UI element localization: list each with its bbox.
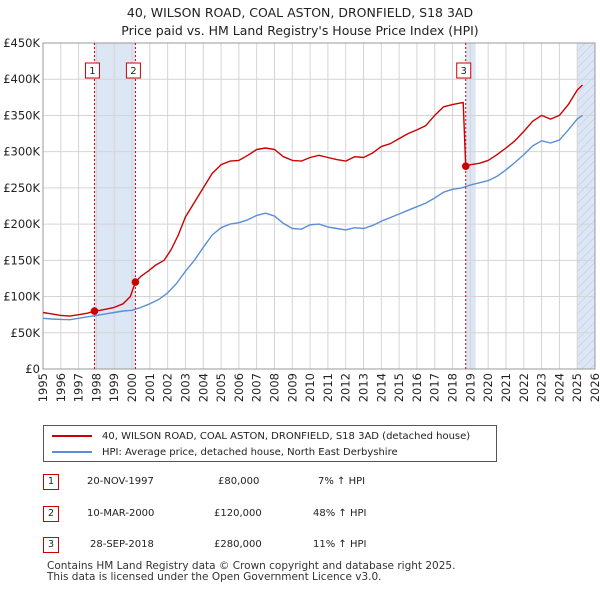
legend-property-label: 40, WILSON ROAD, COAL ASTON, DRONFIELD, … — [102, 430, 471, 442]
x-tick-label: 2000 — [125, 373, 139, 402]
legend-property: 40, WILSON ROAD, COAL ASTON, DRONFIELD, … — [52, 429, 470, 443]
x-tick-label: 2017 — [428, 373, 442, 402]
x-tick-label: 2025 — [570, 373, 584, 402]
x-tick-label: 2022 — [517, 373, 531, 402]
x-tick-label: 2005 — [214, 373, 228, 402]
x-tick-label: 2024 — [552, 373, 566, 402]
transaction-hpi: 7% ↑ HPI — [318, 476, 366, 487]
chart-title: 40, WILSON ROAD, COAL ASTON, DRONFIELD, … — [126, 5, 474, 20]
transaction-label: 2 — [130, 66, 136, 77]
transaction-label-box — [84, 62, 100, 79]
transaction-hpi: 11% ↑ HPI — [313, 539, 367, 550]
y-tick-label: £150K — [3, 253, 40, 267]
table-row: 1 20-NOV-1997 £80,000 7% ↑ HPI — [43, 474, 563, 490]
chart-legend: 40, WILSON ROAD, COAL ASTON, DRONFIELD, … — [43, 425, 497, 462]
footer: Contains HM Land Registry data © Crown c… — [47, 561, 455, 583]
footer-licence: This data is licensed under the Open Gov… — [47, 571, 382, 583]
transaction-point — [461, 162, 470, 170]
chart-subtitle: Price paid vs. HM Land Registry's House … — [121, 23, 479, 38]
transaction-label: 3 — [461, 66, 467, 77]
x-tick-label: 2009 — [285, 373, 299, 402]
transaction-number: 2 — [43, 506, 59, 522]
transaction-label-box — [456, 62, 472, 79]
x-tick-label: 2013 — [357, 373, 371, 402]
y-tick-label: £200K — [3, 217, 40, 231]
x-tick-label: 2007 — [250, 373, 264, 402]
transaction-hpi: 48% ↑ HPI — [313, 508, 367, 519]
shaded-period — [94, 43, 136, 369]
y-tick-label: £450K — [3, 36, 40, 50]
x-tick-label: 1997 — [72, 373, 86, 402]
x-tick-label: 2004 — [196, 373, 210, 402]
legend-hpi: HPI: Average price, detached house, Nort… — [52, 445, 398, 459]
transaction-number: 3 — [43, 537, 59, 553]
x-tick-label: 2011 — [321, 373, 335, 402]
x-tick-label: 2008 — [267, 373, 281, 402]
x-tick-label: 2006 — [232, 373, 246, 402]
hpi-series-line — [42, 114, 583, 321]
footer-copyright: Contains HM Land Registry data © Crown c… — [47, 560, 456, 572]
x-tick-label: 1999 — [107, 373, 121, 402]
transaction-number: 1 — [43, 474, 59, 490]
y-tick-label: £400K — [3, 72, 40, 86]
y-tick-label: £300K — [3, 145, 40, 159]
x-tick-label: 1996 — [54, 373, 68, 402]
x-tick-label: 1998 — [89, 373, 103, 402]
forecast-hatch — [577, 43, 595, 369]
x-tick-label: 2003 — [178, 373, 192, 402]
y-tick-label: £100K — [3, 290, 40, 304]
x-tick-label: 2020 — [481, 373, 495, 402]
transaction-date: 20-NOV-1997 — [87, 476, 154, 487]
transaction-date: 28-SEP-2018 — [90, 539, 154, 550]
x-tick-label: 2002 — [161, 373, 175, 402]
transaction-label-box — [125, 62, 141, 79]
x-tick-label: 2010 — [303, 373, 317, 402]
x-tick-label: 2012 — [339, 373, 353, 402]
x-tick-label: 2018 — [446, 373, 460, 402]
transaction-point — [90, 307, 99, 315]
price-chart: £0 £50K £100K £150K £200K £250K £300K £350K £400… — [3, 36, 600, 402]
transaction-label: 1 — [89, 66, 95, 77]
legend-hpi-label: HPI: Average price, detached house, Nort… — [102, 446, 398, 458]
property-series-line — [42, 84, 583, 317]
y-tick-label: £50K — [11, 326, 41, 340]
x-tick-label: 2001 — [143, 373, 157, 402]
y-tick-label: £250K — [3, 181, 40, 195]
table-row: 3 28-SEP-2018 £280,000 11% ↑ HPI — [43, 537, 563, 553]
transaction-price: £80,000 — [218, 476, 260, 487]
x-tick-label: 2014 — [374, 373, 388, 402]
legend-hpi-swatch — [52, 451, 92, 453]
y-tick-label: £0 — [25, 362, 40, 376]
legend-property-swatch — [52, 435, 92, 437]
transaction-price: £120,000 — [214, 508, 262, 519]
transaction-point — [131, 278, 140, 286]
x-tick-label: 2015 — [392, 373, 406, 402]
table-row: 2 10-MAR-2000 £120,000 48% ↑ HPI — [43, 506, 563, 522]
transaction-price: £280,000 — [214, 539, 262, 550]
x-tick-label: 2026 — [588, 373, 600, 402]
x-tick-label: 2023 — [535, 373, 549, 402]
x-tick-label: 2016 — [410, 373, 424, 402]
plot-frame — [42, 42, 596, 370]
y-tick-label: £350K — [3, 108, 40, 122]
x-tick-label: 2019 — [463, 373, 477, 402]
x-tick-label: 2021 — [499, 373, 513, 402]
x-tick-label: 1995 — [36, 373, 50, 402]
transaction-date: 10-MAR-2000 — [87, 508, 155, 519]
